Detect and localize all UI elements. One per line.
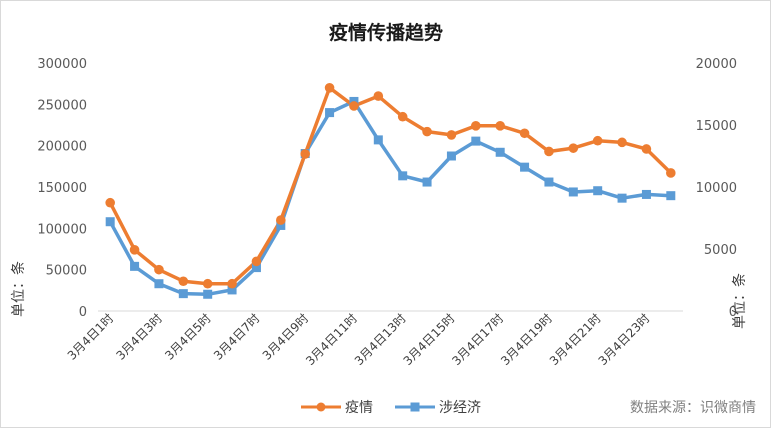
data-point-yiqing <box>105 197 115 208</box>
left-tick-label: 250000 <box>37 98 87 113</box>
data-point-shejingji <box>105 217 115 227</box>
legend: 疫情 涉经济 <box>301 400 481 416</box>
right-tick-label: 20000 <box>696 57 737 72</box>
data-point-yiqing <box>617 137 627 148</box>
x-tick-label: 3月4日13时 <box>352 311 409 368</box>
data-point-yiqing <box>446 130 457 140</box>
right-tick-label: 15000 <box>696 119 737 134</box>
data-point-shejingji <box>373 135 383 145</box>
data-point-shejingji <box>568 187 578 197</box>
legend-label-yiqing: 疫情 <box>345 400 373 416</box>
data-point-shejingji <box>130 261 140 271</box>
data-point-yiqing <box>641 144 652 154</box>
data-point-yiqing <box>251 256 262 267</box>
data-point-shejingji <box>154 279 164 289</box>
data-point-yiqing <box>349 101 359 111</box>
data-point-shejingji <box>398 171 408 181</box>
data-point-shejingji <box>251 263 261 273</box>
data-point-yiqing <box>324 83 335 93</box>
data-point-yiqing <box>592 135 603 146</box>
x-tick-label: 3月4日7时 <box>211 311 263 363</box>
data-point-shejingji <box>446 151 456 161</box>
data-point-yiqing <box>544 146 554 157</box>
data-point-shejingji <box>593 186 603 196</box>
left-axis-label: 单位：条 <box>10 261 27 317</box>
data-point-shejingji <box>641 189 651 199</box>
data-source-note: 数据来源：识微商情 <box>630 400 756 416</box>
data-point-shejingji <box>227 285 237 295</box>
x-tick-label: 3月4日11时 <box>303 311 360 368</box>
left-tick-label: 150000 <box>37 181 87 196</box>
data-point-yiqing <box>397 111 408 122</box>
series-line-0 <box>108 86 673 286</box>
left-tick-label: 200000 <box>37 140 87 155</box>
legend-marker-shejingji <box>410 402 420 412</box>
data-point-yiqing <box>129 245 140 255</box>
data-point-shejingji <box>422 177 432 187</box>
right-tick-label: 10000 <box>696 181 737 196</box>
data-point-yiqing <box>300 149 310 159</box>
data-point-shejingji <box>520 162 530 172</box>
x-tick-label: 3月4日1时 <box>65 311 117 363</box>
data-point-shejingji <box>325 108 335 118</box>
data-point-shejingji <box>617 193 627 203</box>
x-tick-label: 3月4日21时 <box>547 311 604 368</box>
data-point-yiqing <box>666 168 676 178</box>
right-tick-label: 5000 <box>704 243 737 258</box>
right-axis-label: 单位：条 <box>731 273 748 329</box>
data-point-yiqing <box>227 278 237 289</box>
chart-title: 疫情传播趋势 <box>329 21 443 44</box>
data-point-yiqing <box>495 121 505 131</box>
left-tick-label: 100000 <box>37 222 87 237</box>
right-tick-label: 0 <box>729 305 737 320</box>
x-tick-label: 3月4日3时 <box>114 311 166 363</box>
x-tick-label: 3月4日5时 <box>162 311 214 363</box>
data-point-yiqing <box>178 276 189 287</box>
x-tick-label: 3月4日9时 <box>260 311 312 363</box>
data-point-shejingji <box>203 289 213 299</box>
data-point-shejingji <box>471 136 481 146</box>
data-point-shejingji <box>666 191 676 201</box>
data-point-yiqing <box>422 126 432 137</box>
data-point-shejingji <box>495 147 505 157</box>
data-point-yiqing <box>154 264 164 275</box>
data-point-yiqing <box>568 143 579 153</box>
x-tick-label: 3月4日19时 <box>498 311 555 368</box>
x-tick-label: 3月4日17时 <box>449 311 506 368</box>
data-point-yiqing <box>202 278 213 289</box>
data-point-shejingji <box>544 177 554 187</box>
legend-label-shejingji: 涉经济 <box>439 400 481 416</box>
data-point-yiqing <box>276 215 286 225</box>
left-tick-label: 0 <box>79 305 87 320</box>
x-tick-label: 3月4日23时 <box>596 311 653 368</box>
data-point-shejingji <box>178 289 188 299</box>
x-tick-label: 3月4日15时 <box>401 311 458 368</box>
left-tick-label: 50000 <box>46 264 87 279</box>
legend-marker-yiqing <box>316 402 326 412</box>
data-point-yiqing <box>471 121 481 131</box>
data-point-yiqing <box>373 91 384 101</box>
series-line-1 <box>108 99 671 297</box>
left-tick-label: 300000 <box>37 57 87 72</box>
data-point-shejingji <box>276 220 286 230</box>
data-point-yiqing <box>519 128 530 139</box>
